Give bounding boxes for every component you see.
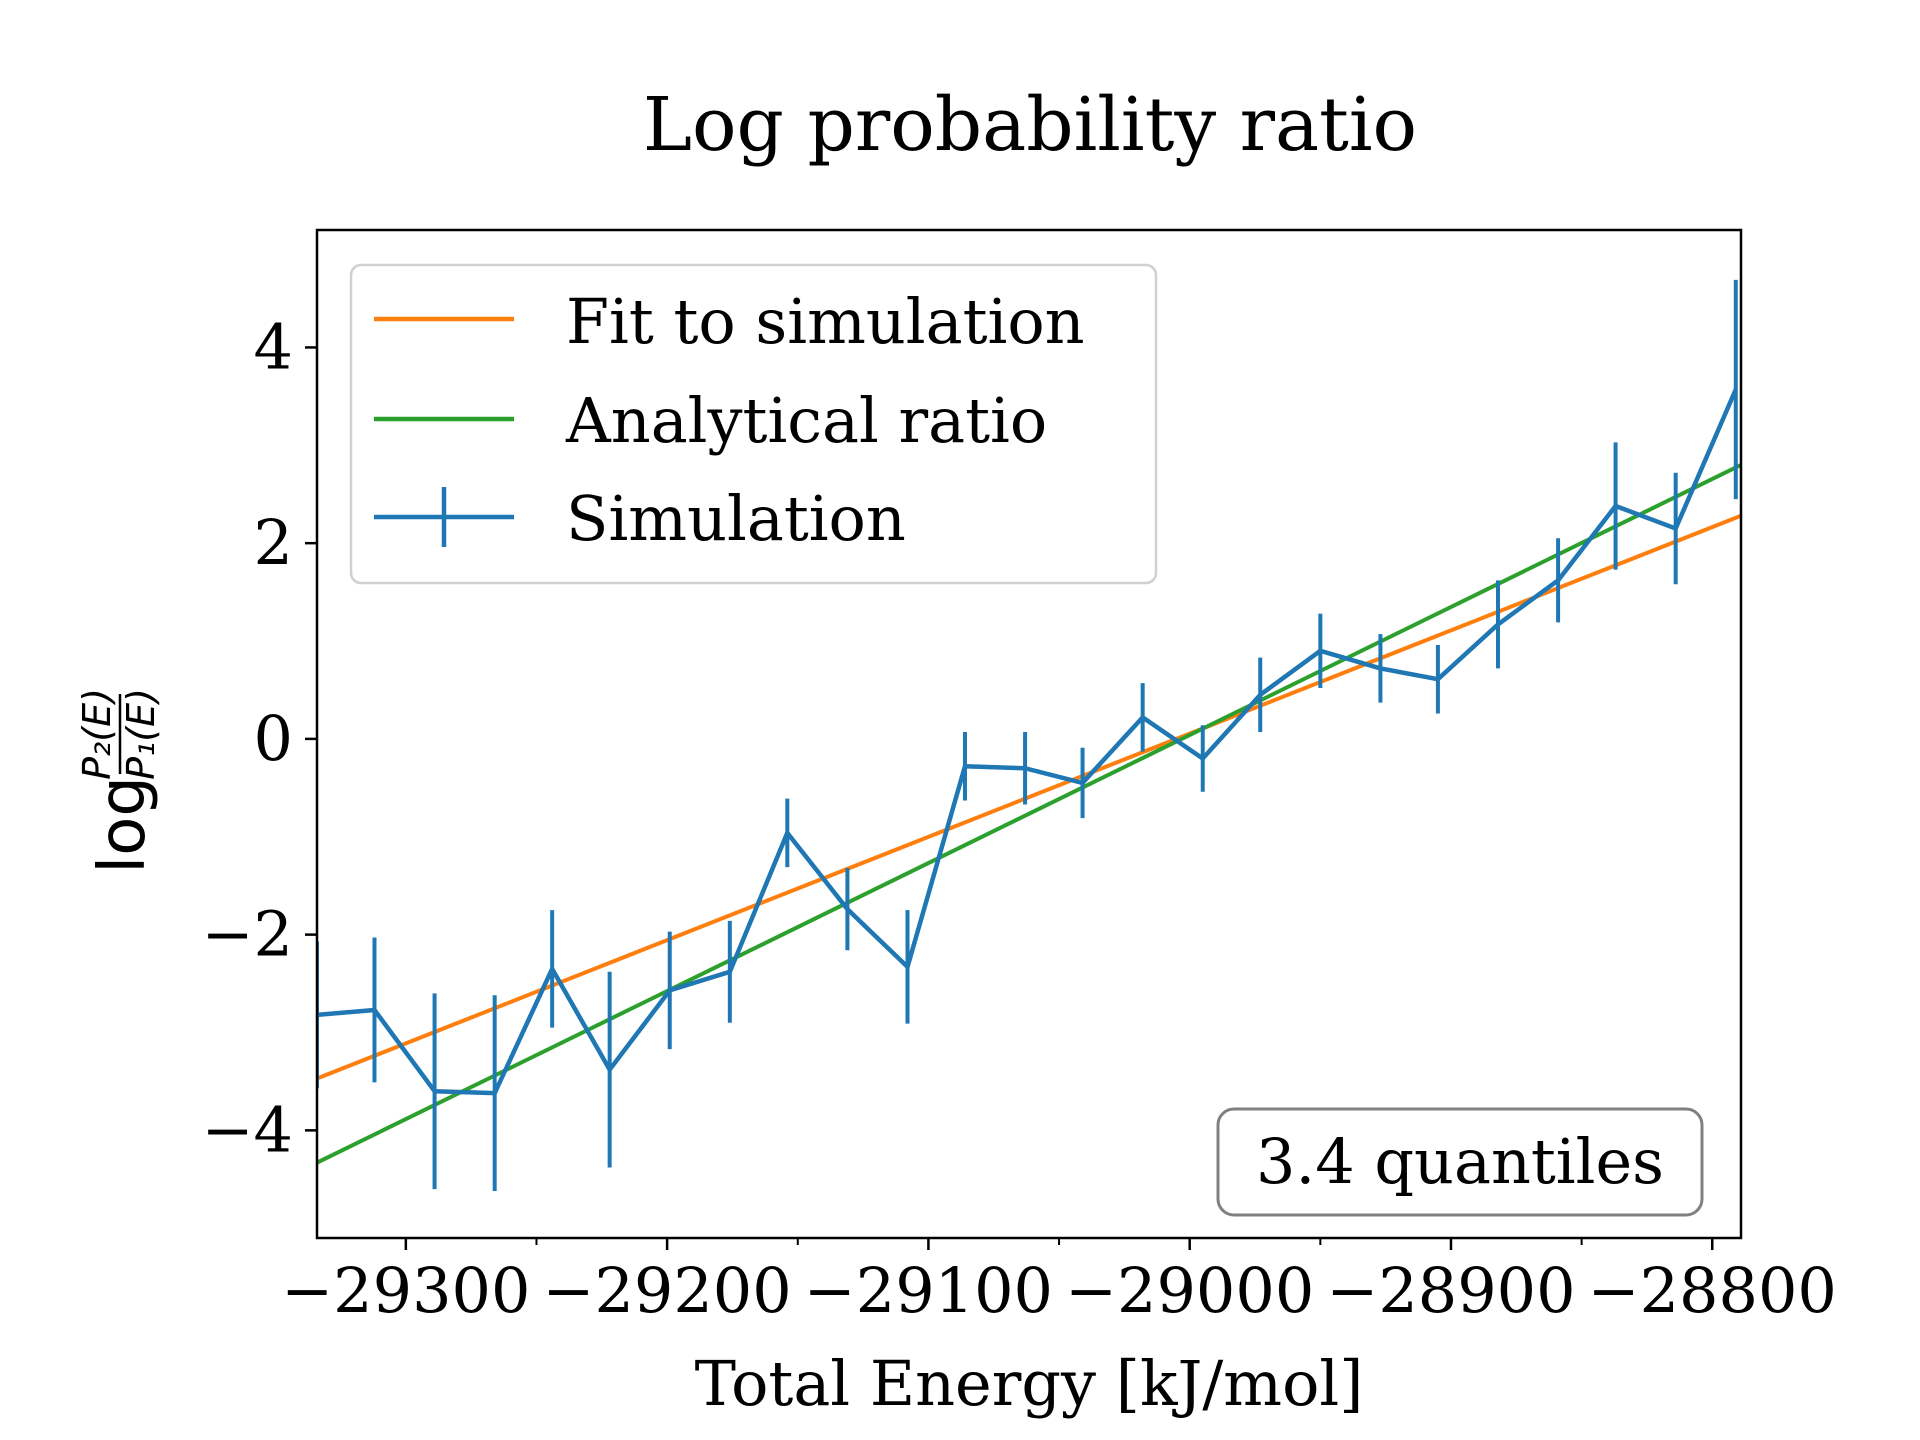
- x-tick-label: −29100: [804, 1254, 1053, 1327]
- x-axis-label: Total Energy [kJ/mol]: [695, 1347, 1364, 1420]
- y-tick-label: −2: [202, 898, 293, 971]
- y-tick-label: 4: [254, 310, 293, 383]
- simulation-line: [317, 388, 1738, 1096]
- axes-frame: [315, 228, 1743, 1240]
- series-simulation: [317, 279, 1738, 1192]
- legend: Fit to simulation Analytical ratio Simul…: [349, 263, 1158, 585]
- plot-series: [317, 279, 1741, 1192]
- x-tick-label: −29000: [1065, 1254, 1314, 1327]
- annotation-box: [1216, 1107, 1704, 1217]
- axis-ticks: −29300 −29200 −29100 −29000 −28900 −28800 −4 −2…: [202, 310, 1837, 1327]
- x-tick-label: −28800: [1588, 1254, 1837, 1327]
- legend-frame: [349, 263, 1158, 585]
- series-line-fit-to-simulation: [317, 513, 1741, 1081]
- x-tick-label: −28900: [1326, 1254, 1575, 1327]
- legend-label-fit: Fit to simulation: [566, 285, 1085, 358]
- series-line-analytical-ratio: [317, 463, 1741, 1165]
- chart-title: Log probability ratio: [643, 82, 1417, 168]
- legend-label-simulation: Simulation: [566, 482, 906, 555]
- y-axis-label-prefix: log: [86, 776, 160, 874]
- y-tick-label: −4: [202, 1093, 293, 1166]
- y-tick-label: 0: [254, 702, 293, 775]
- x-tick-label: −29200: [543, 1254, 792, 1327]
- legend-label-analytical: Analytical ratio: [565, 384, 1047, 457]
- y-axis-label-numerator: P₂(E): [75, 688, 119, 780]
- y-tick-label: 2: [254, 506, 293, 579]
- x-tick-label: −29300: [281, 1254, 530, 1327]
- annotation-text: 3.4 quantiles: [1256, 1125, 1664, 1198]
- quantiles-annotation: 3.4 quantiles: [1216, 1107, 1704, 1217]
- y-axis-label-denominator: P₁(E): [119, 688, 163, 780]
- y-axis-label: log P₂(E) P₁(E): [75, 688, 163, 873]
